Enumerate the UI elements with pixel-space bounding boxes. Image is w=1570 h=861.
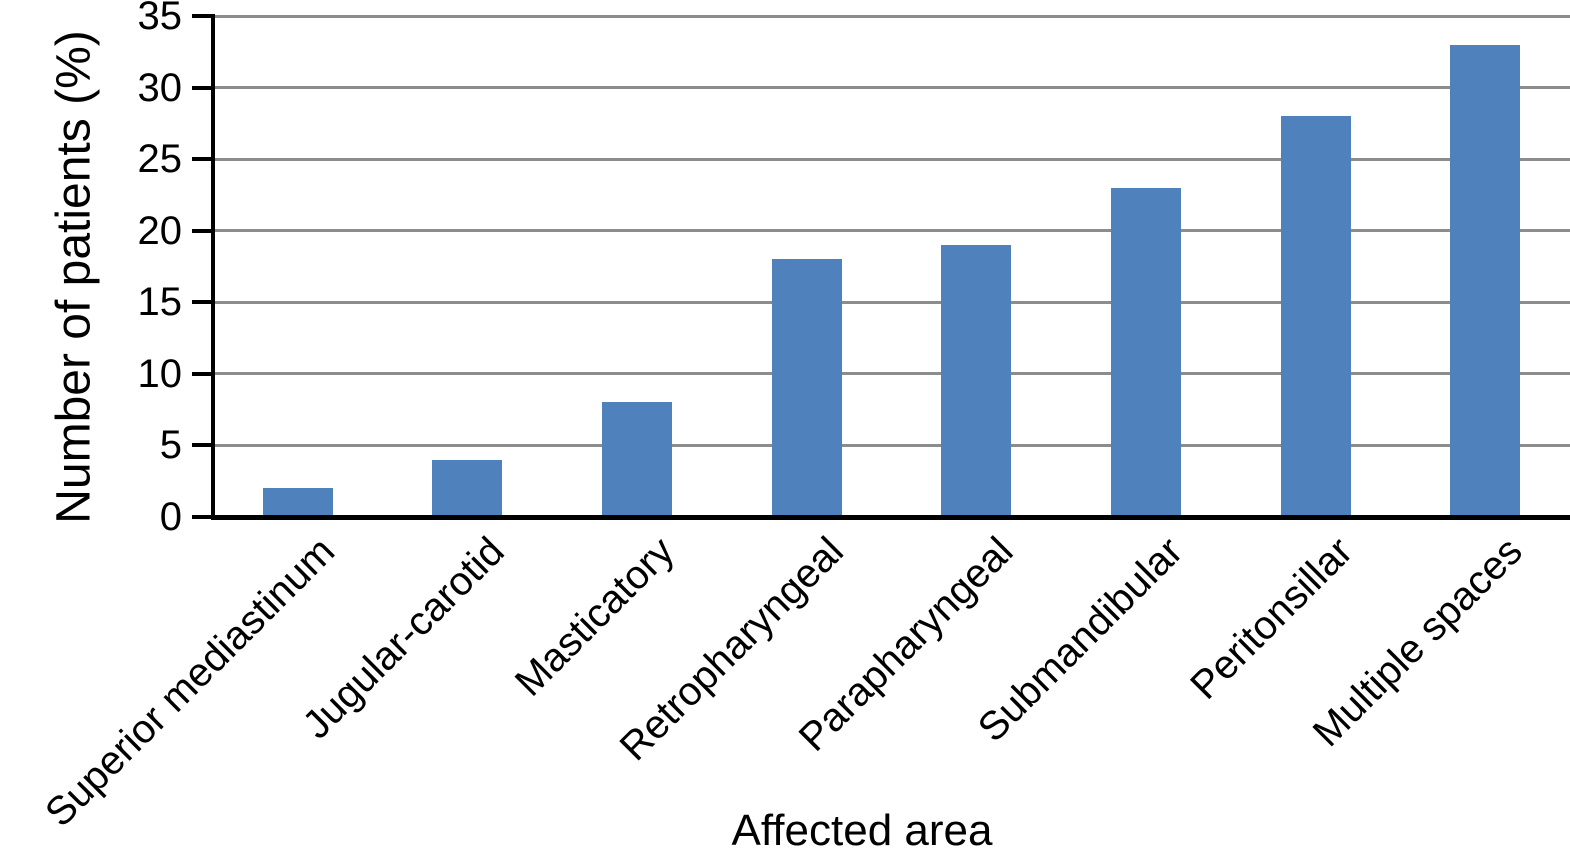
y-tick xyxy=(192,443,213,448)
gridline xyxy=(213,300,1570,304)
y-tick-label: 30 xyxy=(137,65,183,110)
gridline xyxy=(213,229,1570,233)
y-tick-label: 25 xyxy=(137,137,183,182)
y-tick xyxy=(192,228,213,233)
y-tick xyxy=(192,371,213,376)
y-tick xyxy=(192,85,213,90)
bar xyxy=(1450,44,1521,517)
y-axis-line xyxy=(211,14,215,520)
x-category-label: Peritonsillar xyxy=(1181,529,1361,708)
y-tick-label: 20 xyxy=(137,208,183,253)
y-tick xyxy=(192,157,213,162)
gridline xyxy=(213,157,1570,161)
bar xyxy=(602,402,673,517)
bar xyxy=(262,488,333,517)
bar xyxy=(941,245,1012,517)
x-axis-baseline xyxy=(213,515,1570,520)
gridline xyxy=(213,372,1570,376)
bar xyxy=(1110,187,1181,517)
y-tick-label: 15 xyxy=(137,280,183,325)
bar xyxy=(432,459,503,517)
x-category-label: Superior mediastinum xyxy=(36,529,343,836)
y-tick xyxy=(192,515,213,519)
gridline xyxy=(213,443,1570,447)
gridline xyxy=(213,86,1570,90)
y-tick-label: 35 xyxy=(137,0,183,38)
x-axis-title: Affected area xyxy=(731,806,993,855)
y-tick-label: 10 xyxy=(137,351,183,396)
y-tick-label: 0 xyxy=(159,495,182,539)
y-tick xyxy=(192,14,213,18)
y-tick xyxy=(192,300,213,305)
bar xyxy=(771,259,842,517)
gridline xyxy=(213,14,1570,18)
y-tick-label: 5 xyxy=(159,423,182,468)
bar xyxy=(1280,116,1351,517)
x-category-label: Masticatory xyxy=(506,529,683,705)
